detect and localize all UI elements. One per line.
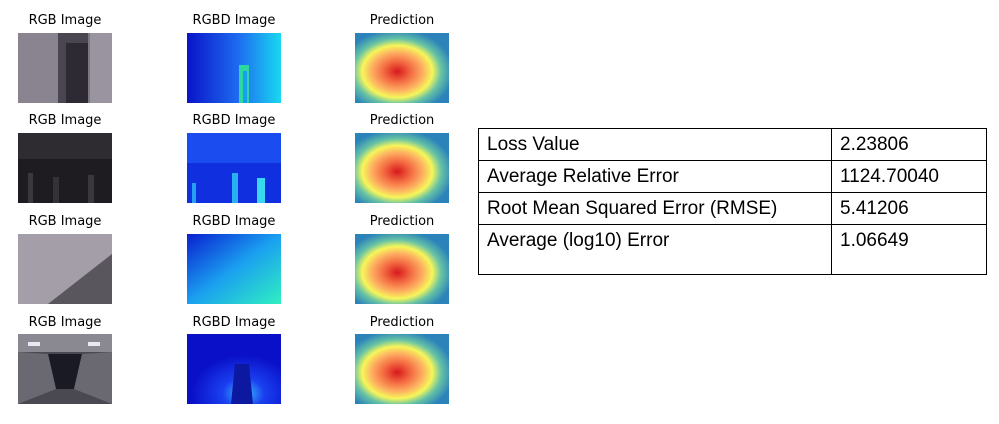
rgb-image bbox=[18, 234, 112, 304]
rgbd-depth-image bbox=[187, 133, 281, 203]
rgbd-image-caption: RGBD Image bbox=[192, 315, 276, 330]
metric-value: 5.41206 bbox=[831, 192, 987, 225]
metrics-table: Loss Value 2.23806 Average Relative Erro… bbox=[478, 128, 987, 275]
rgb-image-caption: RGB Image bbox=[28, 113, 102, 128]
rgbd-image-caption: RGBD Image bbox=[192, 13, 276, 28]
prediction-caption: Prediction bbox=[369, 13, 435, 28]
rgbd-image-caption: RGBD Image bbox=[192, 214, 276, 229]
prediction-caption: Prediction bbox=[369, 113, 435, 128]
metric-label: Average Relative Error bbox=[478, 160, 832, 193]
table-row: Average Relative Error 1124.70040 bbox=[478, 160, 987, 193]
metric-value: 2.23806 bbox=[831, 128, 987, 161]
rgb-image-caption: RGB Image bbox=[28, 315, 102, 330]
rgbd-depth-image bbox=[187, 234, 281, 304]
prediction-heatmap bbox=[355, 33, 449, 103]
table-row: Average (log10) Error 1.06649 bbox=[478, 224, 987, 275]
prediction-grid: RGB Image RGBD Image Prediction RGB Imag… bbox=[0, 0, 470, 424]
prediction-heatmap bbox=[355, 234, 449, 304]
prediction-heatmap bbox=[355, 133, 449, 203]
rgb-image bbox=[18, 33, 112, 103]
rgb-image bbox=[18, 334, 112, 404]
rgbd-depth-image bbox=[187, 334, 281, 404]
metric-value: 1.06649 bbox=[831, 224, 987, 275]
prediction-caption: Prediction bbox=[369, 214, 435, 229]
metric-label: Root Mean Squared Error (RMSE) bbox=[478, 192, 832, 225]
table-row: Root Mean Squared Error (RMSE) 5.41206 bbox=[478, 192, 987, 225]
rgb-image-caption: RGB Image bbox=[28, 214, 102, 229]
metric-label: Loss Value bbox=[478, 128, 832, 161]
rgbd-depth-image bbox=[187, 33, 281, 103]
rgb-image-caption: RGB Image bbox=[28, 13, 102, 28]
metric-label: Average (log10) Error bbox=[478, 224, 832, 275]
table-row: Loss Value 2.23806 bbox=[478, 128, 987, 161]
metric-value: 1124.70040 bbox=[831, 160, 987, 193]
prediction-caption: Prediction bbox=[369, 315, 435, 330]
rgbd-image-caption: RGBD Image bbox=[192, 113, 276, 128]
rgb-image bbox=[18, 133, 112, 203]
prediction-heatmap bbox=[355, 334, 449, 404]
